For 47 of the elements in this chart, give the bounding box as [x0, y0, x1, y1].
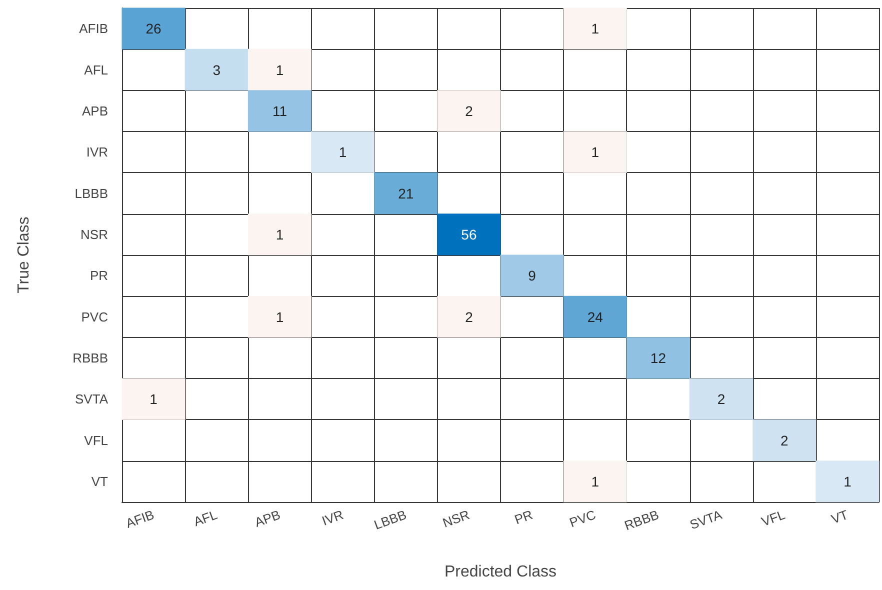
- y-tick-label: RBBB: [72, 350, 108, 366]
- y-tick-label: VT: [91, 474, 108, 489]
- x-tick-label: APB: [252, 506, 282, 530]
- y-tick-label: PR: [90, 268, 108, 284]
- data-label: 2: [780, 432, 788, 448]
- data-label: 1: [591, 473, 600, 490]
- x-tick-label: SVTA: [688, 506, 724, 532]
- x-tick-label: AFIB: [124, 506, 156, 531]
- data-label: 21: [398, 185, 414, 202]
- data-label: 12: [650, 350, 666, 366]
- y-tick-label: AFL: [84, 62, 108, 78]
- x-tick-label: PR: [512, 506, 535, 528]
- data-label: 1: [276, 62, 284, 78]
- y-axis-title: True Class: [16, 216, 32, 294]
- data-label: 56: [461, 226, 477, 242]
- x-tick-label: RBBB: [622, 506, 661, 534]
- data-label: 1: [591, 20, 600, 37]
- x-tick-label: VFL: [759, 506, 787, 530]
- y-tick-label: PVC: [81, 309, 108, 324]
- data-label: 1: [338, 144, 347, 160]
- data-label: 1: [591, 144, 600, 160]
- y-tick-label: VFL: [84, 432, 108, 448]
- data-label: 3: [212, 62, 221, 78]
- data-label: 2: [465, 102, 474, 119]
- x-axis-title: Predicted Class: [444, 564, 557, 580]
- x-tick-label: VT: [829, 506, 850, 527]
- data-label: 9: [528, 268, 536, 284]
- y-tick-label: IVR: [86, 144, 108, 160]
- y-tick-label: AFIB: [79, 21, 108, 36]
- y-tick-label: SVTA: [75, 392, 108, 407]
- x-tick-label: PVC: [567, 506, 598, 530]
- data-label: 26: [146, 20, 162, 37]
- x-tick-label: IVR: [320, 506, 346, 528]
- data-label: 1: [276, 226, 284, 242]
- x-tick-label: AFL: [192, 506, 220, 530]
- data-label: 2: [717, 391, 726, 408]
- data-label: 11: [272, 102, 288, 119]
- data-label: 2: [465, 308, 474, 325]
- data-label: 1: [150, 391, 158, 408]
- y-tick-label: APB: [82, 103, 108, 118]
- x-tick-label: LBBB: [372, 506, 408, 532]
- data-label: 1: [276, 308, 284, 325]
- x-tick-label: NSR: [440, 506, 472, 530]
- y-tick-label: NSR: [80, 226, 108, 242]
- data-label: 1: [844, 473, 852, 490]
- data-label: 24: [587, 308, 604, 325]
- y-tick-label: LBBB: [74, 186, 108, 201]
